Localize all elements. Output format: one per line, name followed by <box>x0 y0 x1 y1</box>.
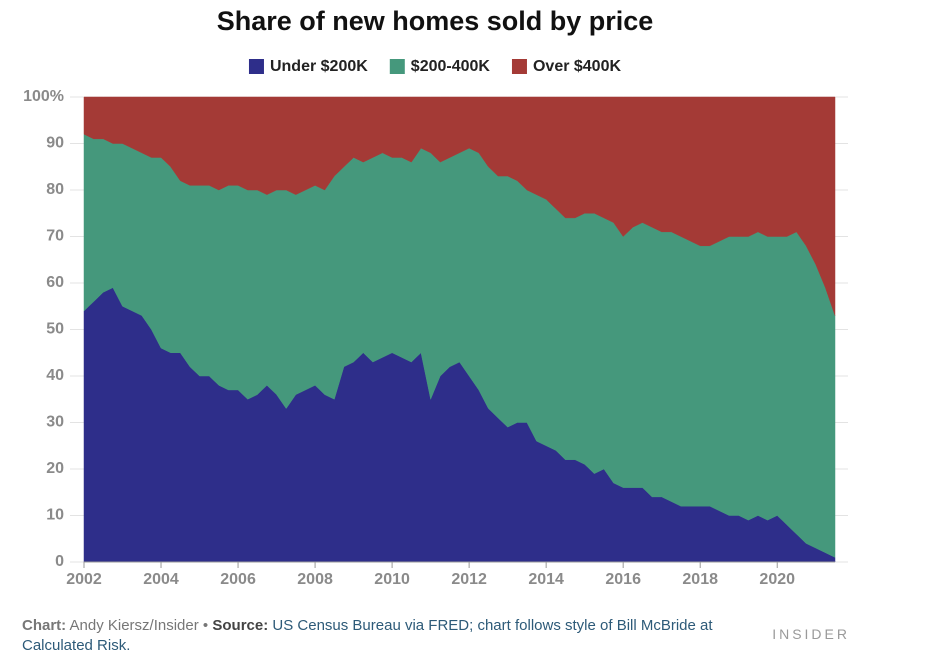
legend-swatch <box>248 59 264 74</box>
legend-item: Under $200K <box>248 58 368 75</box>
legend-label: $200-400K <box>411 58 491 75</box>
x-tick-label: 2016 <box>605 571 641 588</box>
x-tick-label: 2004 <box>143 571 179 588</box>
y-tick-label: 50 <box>46 321 64 338</box>
legend-label: Over $400K <box>533 58 622 75</box>
axes: 0 10 20 30 40 50 60 70 80 90 100% 2002 2004 2006 2008 2… <box>23 88 835 588</box>
x-tick-label: 2012 <box>451 571 487 588</box>
chart-title: Share of new homes sold by price <box>217 6 654 36</box>
y-tick-label: 20 <box>46 460 64 477</box>
plot-area <box>83 96 836 563</box>
y-tick-label: 0 <box>55 553 64 570</box>
x-tick-label: 2006 <box>220 571 256 588</box>
chart: Share of new homes sold by price 0 10 20 30… <box>23 6 848 588</box>
legend-item: $200-400K <box>389 58 491 75</box>
legend: Under $200K $200-400K Over $400K <box>248 58 622 75</box>
footer: Chart: Andy Kiersz/Insider • Source: US … <box>22 616 742 656</box>
brand: INSIDER <box>772 626 850 642</box>
y-tick-label: 80 <box>46 181 64 198</box>
y-tick-label: 10 <box>46 507 64 524</box>
x-tick-label: 2002 <box>66 571 102 588</box>
y-tick-label: 90 <box>46 135 64 152</box>
legend-label: Under $200K <box>270 58 368 75</box>
legend-swatch <box>511 59 527 74</box>
legend-swatch <box>389 59 405 74</box>
x-tick-label: 2018 <box>682 571 718 588</box>
credit-label: Chart: <box>22 617 67 634</box>
x-tick-label: 2008 <box>297 571 333 588</box>
source: US Census Bureau via FRED; chart follows… <box>22 617 713 654</box>
y-tick-label: 40 <box>46 367 64 384</box>
area <box>83 96 836 316</box>
source-label: Source: <box>212 617 269 634</box>
x-tick-label: 2014 <box>528 571 564 588</box>
x-tick-label: 2020 <box>759 571 795 588</box>
y-tick-label: 30 <box>46 414 64 431</box>
x-tick-label: 2010 <box>374 571 410 588</box>
y-tick-label: 70 <box>46 228 64 245</box>
credit-author: Andy Kiersz/Insider <box>69 617 199 634</box>
separator: • <box>202 617 209 634</box>
y-tick-label: 100% <box>23 88 64 105</box>
y-tick-label: 60 <box>46 274 64 291</box>
legend-item: Over $400K <box>511 58 622 75</box>
